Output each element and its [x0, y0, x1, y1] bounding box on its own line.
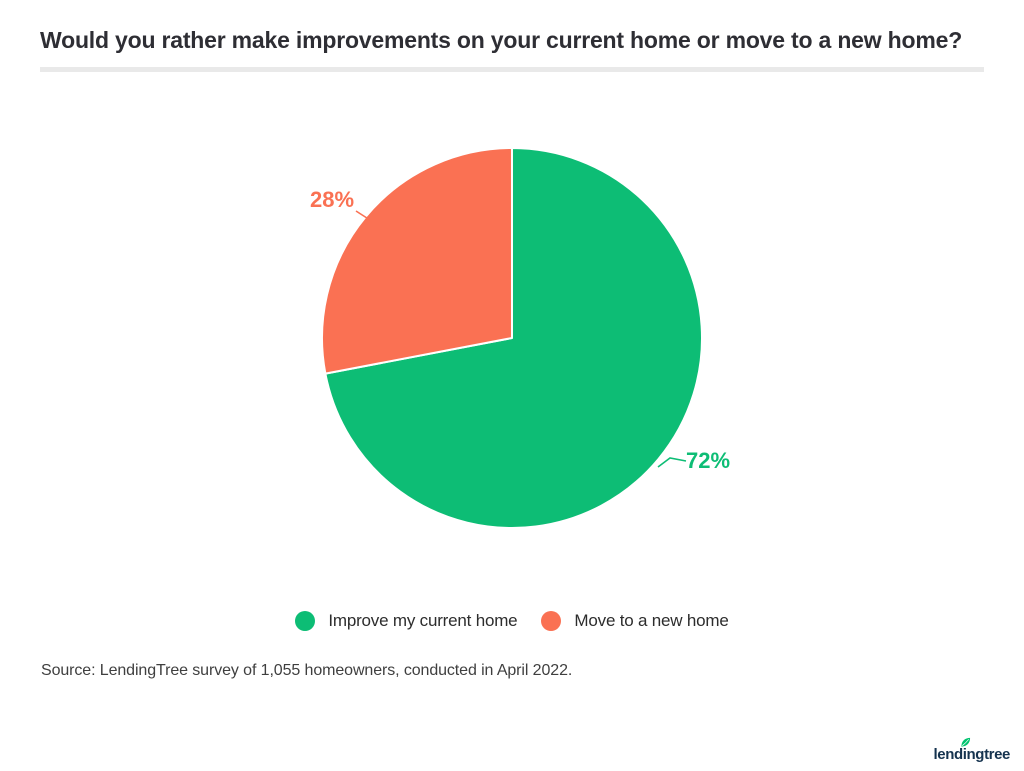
legend-label-improve: Improve my current home: [328, 611, 518, 630]
leaf-icon: [961, 737, 970, 747]
legend-item-move: Move to a new home: [541, 611, 729, 631]
legend-label-move: Move to a new home: [574, 611, 729, 630]
legend-dot-move-icon: [541, 611, 562, 631]
legend: Improve my current home Move to a new ho…: [0, 611, 1024, 631]
legend-dot-improve-icon: [295, 611, 316, 631]
data-label-72: 72%: [686, 448, 731, 473]
pie-slice-1: [321, 147, 513, 375]
logo-letter-i: i: [961, 737, 970, 763]
title-divider: [40, 67, 984, 72]
pie-svg: [321, 147, 704, 529]
source-note: Source: LendingTree survey of 1,055 home…: [41, 662, 573, 679]
logo-text-i: i: [962, 746, 967, 763]
data-label-28: 28%: [310, 187, 355, 212]
chart-title: Would you rather make improvements on yo…: [40, 27, 963, 53]
logo-text-pre: lend: [933, 746, 964, 763]
legend-item-improve: Improve my current home: [295, 611, 518, 631]
lendingtree-logo: lend i ngtree: [933, 737, 1011, 763]
pie-chart: [320, 146, 704, 530]
logo-text-post: ngtree: [966, 746, 1011, 763]
